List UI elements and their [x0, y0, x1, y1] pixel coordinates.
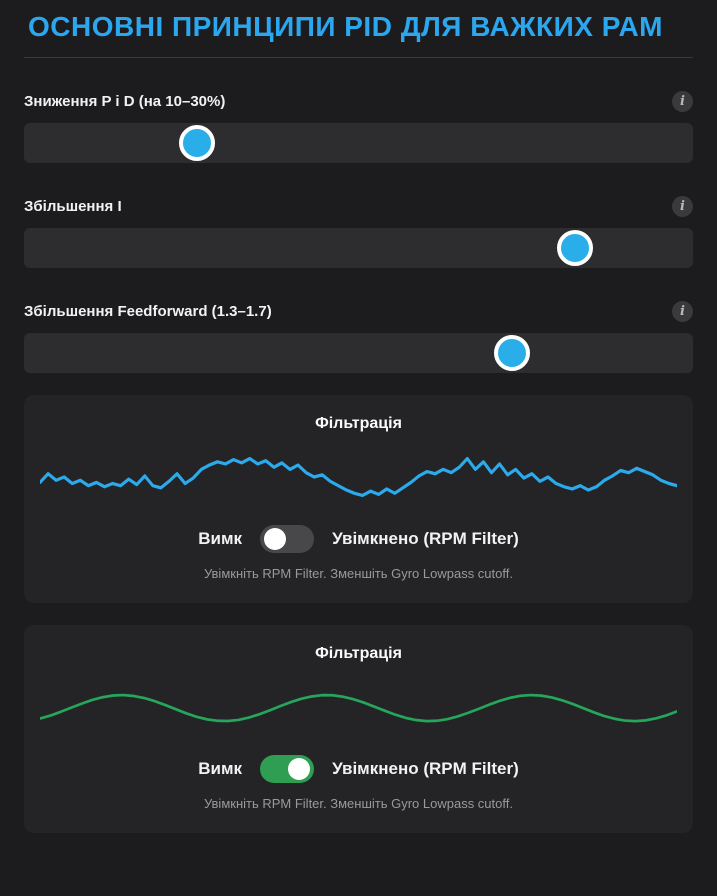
info-icon[interactable]: i	[672, 91, 693, 112]
info-icon[interactable]: i	[672, 196, 693, 217]
card-title: Фільтрація	[315, 645, 402, 662]
toggle-off-label: Вимк	[198, 529, 243, 548]
page-title: ОСНОВНІ ПРИНЦИПИ PID ДЛЯ ВАЖКИХ РАМ	[28, 11, 663, 42]
filter-hint-text: Увімкніть RPM Filter. Зменшіть Gyro Lowp…	[204, 566, 513, 581]
toggle-on-label: Увімкнено (RPM Filter)	[332, 759, 519, 778]
slider-thumb[interactable]	[493, 335, 530, 371]
toggle-knob	[264, 528, 287, 550]
slider-group-p-d-reduction: Зниження P і D (на 10–30%) i	[24, 91, 693, 163]
slider-track[interactable]	[24, 123, 693, 163]
rpm-filter-toggle[interactable]	[260, 525, 315, 553]
gyro-filtered-chart	[40, 693, 677, 723]
slider-thumb[interactable]	[557, 230, 594, 266]
slider-track[interactable]	[24, 333, 693, 373]
slider-label: Збільшення I	[24, 198, 122, 215]
info-icon[interactable]: i	[672, 301, 693, 322]
slider-label: Збільшення Feedforward (1.3–1.7)	[24, 303, 272, 320]
slider-thumb[interactable]	[179, 125, 216, 161]
toggle-knob	[288, 758, 311, 780]
gyro-noise-chart	[40, 456, 677, 498]
rpm-filter-toggle-row: Вимк Увімкнено (RPM Filter)	[40, 525, 677, 553]
filtering-card-unfiltered: Фільтрація Вимк Увімкнено (RPM Filter) У…	[24, 395, 693, 603]
filtering-card-filtered: Фільтрація Вимк Увімкнено (RPM Filter) У…	[24, 625, 693, 833]
toggle-on-label: Увімкнено (RPM Filter)	[332, 529, 519, 548]
slider-track[interactable]	[24, 228, 693, 268]
pid-principles-page: ОСНОВНІ ПРИНЦИПИ PID ДЛЯ ВАЖКИХ РАМ Зниж…	[24, 11, 693, 833]
slider-group-feedforward-increase: Збільшення Feedforward (1.3–1.7) i	[24, 301, 693, 373]
title-divider	[24, 57, 693, 58]
slider-label: Зниження P і D (на 10–30%)	[24, 93, 226, 110]
rpm-filter-toggle[interactable]	[260, 755, 315, 783]
filter-hint-text: Увімкніть RPM Filter. Зменшіть Gyro Lowp…	[204, 796, 513, 811]
slider-group-i-increase: Збільшення I i	[24, 196, 693, 268]
rpm-filter-toggle-row: Вимк Увімкнено (RPM Filter)	[40, 755, 677, 783]
card-title: Фільтрація	[315, 415, 402, 432]
toggle-off-label: Вимк	[198, 759, 243, 778]
